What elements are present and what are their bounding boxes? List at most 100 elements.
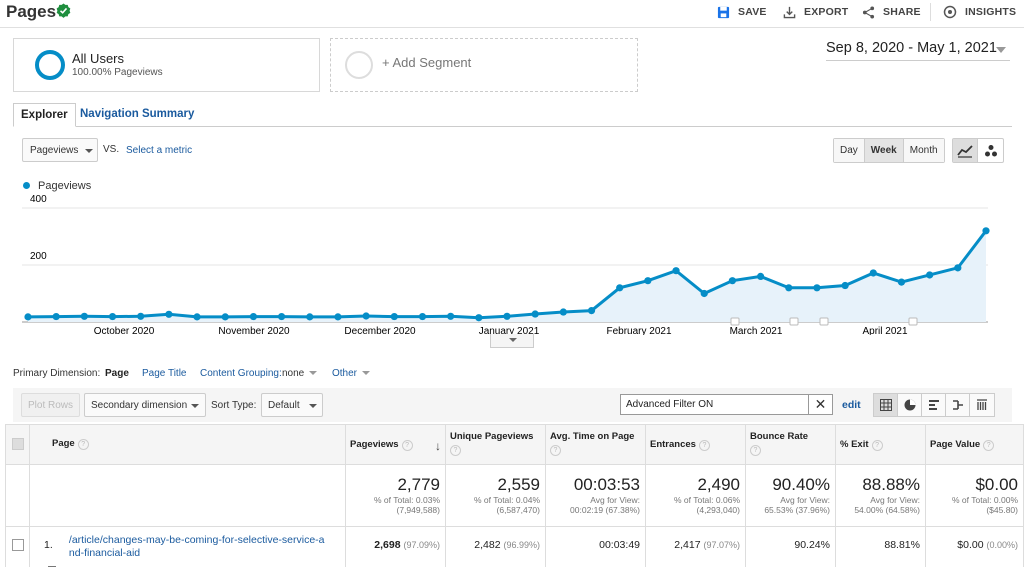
advanced-filter-input[interactable]: Advanced Filter ON <box>620 394 809 415</box>
x-tick-label: February 2021 <box>606 326 671 335</box>
y-tick-label: 200 <box>30 251 47 262</box>
tab-explorer[interactable]: Explorer <box>13 103 76 127</box>
date-range-picker[interactable]: Sep 8, 2020 - May 1, 2021 <box>826 40 1010 61</box>
pivot-view-button[interactable] <box>970 394 994 416</box>
data-point <box>700 289 708 298</box>
performance-view-button[interactable] <box>922 394 946 416</box>
header-bounce-rate[interactable]: Bounce Rate? <box>745 424 836 465</box>
data-point <box>728 277 737 285</box>
secondary-dimension-select[interactable]: Secondary dimension <box>84 393 206 417</box>
help-icon[interactable]: ? <box>450 445 461 456</box>
caret-down-icon <box>362 371 371 376</box>
table-row[interactable]: 1. /article/changes-may-be-coming-for-se… <box>5 526 1024 567</box>
data-point <box>165 310 173 318</box>
data-point <box>813 284 821 292</box>
dimension-page[interactable]: Page <box>105 368 129 379</box>
data-point <box>418 312 427 321</box>
data-point <box>559 308 567 316</box>
all-users-segment[interactable]: All Users 100.00% Pageviews <box>13 38 320 92</box>
export-button[interactable]: EXPORT <box>783 4 848 20</box>
sort-type-value: Default <box>268 400 300 411</box>
save-button[interactable]: SAVE <box>717 4 767 20</box>
month-button[interactable]: Month <box>903 139 944 162</box>
report-header <box>0 0 1024 28</box>
help-icon[interactable]: ? <box>550 445 561 456</box>
motion-chart-button[interactable] <box>978 139 1003 162</box>
segment-ring-icon <box>35 50 65 80</box>
data-point <box>277 312 286 321</box>
share-button[interactable]: SHARE <box>862 4 921 20</box>
row-bounce: 90.24% <box>794 539 830 551</box>
data-point <box>982 227 990 235</box>
chevron-down-icon[interactable] <box>996 47 1006 53</box>
insights-button[interactable]: INSIGHTS <box>943 4 1016 20</box>
comparison-icon <box>952 400 963 410</box>
data-point <box>926 271 934 279</box>
total-note: ($45.80) <box>986 505 1018 515</box>
row-checkbox[interactable] <box>11 539 24 551</box>
help-icon[interactable]: ? <box>401 440 413 451</box>
help-icon[interactable]: ? <box>750 445 761 456</box>
data-point <box>193 313 201 321</box>
data-point <box>531 310 539 318</box>
caret-down-icon <box>191 404 199 408</box>
tab-navigation-summary[interactable]: Navigation Summary <box>80 108 195 120</box>
total-note: % of Total: 0.00% <box>952 495 1018 505</box>
help-icon[interactable]: ? <box>983 440 995 451</box>
pivot-icon <box>977 399 987 410</box>
add-segment-button[interactable]: + Add Segment <box>330 38 638 92</box>
help-icon[interactable]: ? <box>698 440 710 451</box>
header-exit-label: % Exit <box>840 439 869 450</box>
x-tick-label: October 2020 <box>94 326 155 335</box>
caret-down-icon <box>309 371 318 376</box>
plot-rows-button[interactable]: Plot Rows <box>21 393 81 417</box>
help-icon[interactable]: ? <box>871 440 883 451</box>
header-unique-pageviews[interactable]: Unique Pageviews? <box>445 424 546 465</box>
comparison-view-button[interactable] <box>946 394 970 416</box>
header-pageviews[interactable]: Pageviews? ↓ <box>345 424 446 465</box>
table-toolbar: Plot Rows Secondary dimension Sort Type:… <box>13 388 1012 422</box>
segment-share: 100.00% Pageviews <box>72 67 163 78</box>
header-exit[interactable]: % Exit? <box>835 424 926 465</box>
table-header-row: Page? Pageviews? ↓ Unique Pageviews? Avg.… <box>5 424 1024 465</box>
total-note: Avg for View: <box>780 495 830 505</box>
data-point <box>756 272 765 280</box>
content-grouping-value[interactable]: none <box>282 368 318 379</box>
header-entrances-label: Entrances <box>650 439 696 450</box>
tabs-divider <box>13 126 1012 127</box>
edit-filter-link[interactable]: edit <box>842 399 861 411</box>
dimension-content-grouping[interactable]: Content Grouping: <box>200 368 282 379</box>
total-note: (6,587,470) <box>496 505 540 515</box>
primary-dimension-label: Primary Dimension: <box>13 368 101 379</box>
metric-select[interactable]: Pageviews <box>22 138 98 162</box>
percentage-view-button[interactable] <box>898 394 922 416</box>
week-button[interactable]: Week <box>864 139 904 162</box>
header-avg-time[interactable]: Avg. Time on Page? <box>545 424 646 465</box>
data-point <box>137 312 145 320</box>
total-value: 2,559 <box>497 475 540 494</box>
totals-empty-cell <box>5 464 30 527</box>
day-button[interactable]: Day <box>834 139 865 162</box>
legend-dot-icon <box>23 182 30 189</box>
collapse-chart-handle[interactable] <box>490 334 534 348</box>
header-page-value[interactable]: Page Value? <box>925 424 1024 465</box>
select-all-checkbox[interactable] <box>11 438 24 450</box>
row-exit: 88.81% <box>884 539 920 551</box>
dimension-other[interactable]: Other <box>332 368 371 379</box>
row-unique-cell: 2,482 (96.99%) <box>445 526 546 567</box>
row-page-link[interactable]: /article/changes-may-be-coming-for-selec… <box>68 534 325 559</box>
line-chart-button[interactable] <box>953 139 979 162</box>
select-metric-link[interactable]: Select a metric <box>126 145 193 156</box>
clear-filter-icon[interactable]: ✕ <box>809 394 833 415</box>
pageviews-chart[interactable]: 200 400 October 2020 November 2020 December … <box>0 195 1024 335</box>
sort-arrow-icon[interactable]: ↓ <box>435 439 441 453</box>
dimension-page-title[interactable]: Page Title <box>142 368 187 379</box>
header-page[interactable]: Page? <box>29 424 346 465</box>
header-entrances[interactable]: Entrances? <box>645 424 746 465</box>
data-view-button[interactable] <box>874 394 898 416</box>
help-icon[interactable]: ? <box>77 439 89 450</box>
sort-type-select[interactable]: Default <box>261 393 323 417</box>
total-note: % of Total: 0.03% <box>374 495 440 505</box>
total-cell: 00:03:53 Avg for View: 00:02:19 (67.38%) <box>545 464 646 527</box>
total-cell: $0.00% of Total: 0.00% ($45.80) <box>925 464 1024 527</box>
